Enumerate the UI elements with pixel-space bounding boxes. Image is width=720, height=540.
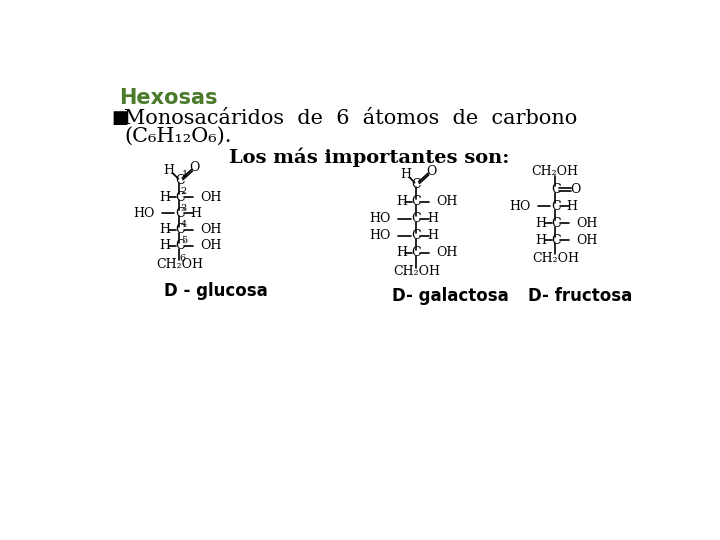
Text: 6: 6 [179, 254, 185, 262]
Text: H: H [191, 207, 202, 220]
Text: H: H [427, 230, 438, 242]
Text: C: C [411, 178, 421, 191]
Text: C: C [411, 195, 421, 208]
Text: ■: ■ [112, 109, 129, 127]
Text: CH₂OH: CH₂OH [532, 252, 580, 265]
Text: HO: HO [509, 200, 530, 213]
Text: H: H [163, 164, 174, 177]
Text: Hexosas: Hexosas [120, 88, 218, 108]
Text: C: C [411, 230, 421, 242]
FancyBboxPatch shape [87, 62, 651, 484]
Text: D- galactosa: D- galactosa [392, 287, 509, 305]
Text: O: O [189, 161, 200, 174]
Text: OH: OH [436, 195, 458, 208]
Text: Monosacáridos  de  6  átomos  de  carbono: Monosacáridos de 6 átomos de carbono [124, 109, 577, 127]
Text: CH₂OH: CH₂OH [393, 266, 440, 279]
Text: C: C [175, 191, 185, 204]
Text: C: C [411, 212, 421, 225]
Text: H: H [160, 239, 171, 252]
Text: D- fructosa: D- fructosa [528, 287, 632, 305]
Text: H: H [160, 223, 171, 236]
Text: 4: 4 [181, 220, 187, 229]
Text: OH: OH [576, 234, 598, 247]
Text: C: C [175, 174, 185, 187]
Text: C: C [175, 223, 185, 236]
Text: H: H [400, 167, 411, 181]
Text: C: C [175, 207, 185, 220]
Text: 1: 1 [181, 171, 188, 179]
Text: 3: 3 [181, 204, 187, 213]
Text: OH: OH [200, 239, 222, 252]
Text: OH: OH [200, 223, 222, 236]
Text: C: C [551, 217, 561, 230]
Text: CH₂OH: CH₂OH [531, 165, 578, 178]
Text: H: H [396, 246, 407, 259]
Text: 2: 2 [181, 187, 187, 197]
Text: C: C [551, 183, 561, 196]
Text: H: H [396, 195, 407, 208]
Text: O: O [571, 183, 581, 196]
Text: HO: HO [369, 212, 391, 225]
Text: H: H [536, 217, 546, 230]
Text: H: H [567, 200, 577, 213]
Text: (C₆H₁₂O₆).: (C₆H₁₂O₆). [124, 127, 232, 146]
Text: HO: HO [369, 230, 391, 242]
Text: HO: HO [133, 207, 154, 220]
Text: C: C [411, 246, 421, 259]
Text: C: C [551, 234, 561, 247]
Text: H: H [160, 191, 171, 204]
Text: Los más importantes son:: Los más importantes son: [229, 148, 509, 167]
Text: D - glucosa: D - glucosa [163, 282, 267, 300]
Text: C: C [551, 200, 561, 213]
Text: C: C [175, 239, 185, 252]
Text: OH: OH [200, 191, 222, 204]
Text: OH: OH [576, 217, 598, 230]
Text: H: H [427, 212, 438, 225]
Text: OH: OH [436, 246, 458, 259]
Text: 5: 5 [181, 236, 186, 245]
Text: CH₂OH: CH₂OH [156, 258, 204, 271]
Text: H: H [536, 234, 546, 247]
Text: O: O [426, 165, 436, 178]
